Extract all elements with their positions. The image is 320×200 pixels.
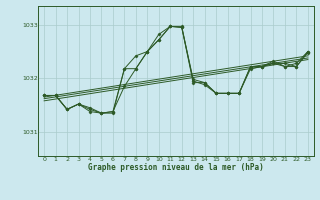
X-axis label: Graphe pression niveau de la mer (hPa): Graphe pression niveau de la mer (hPa): [88, 163, 264, 172]
